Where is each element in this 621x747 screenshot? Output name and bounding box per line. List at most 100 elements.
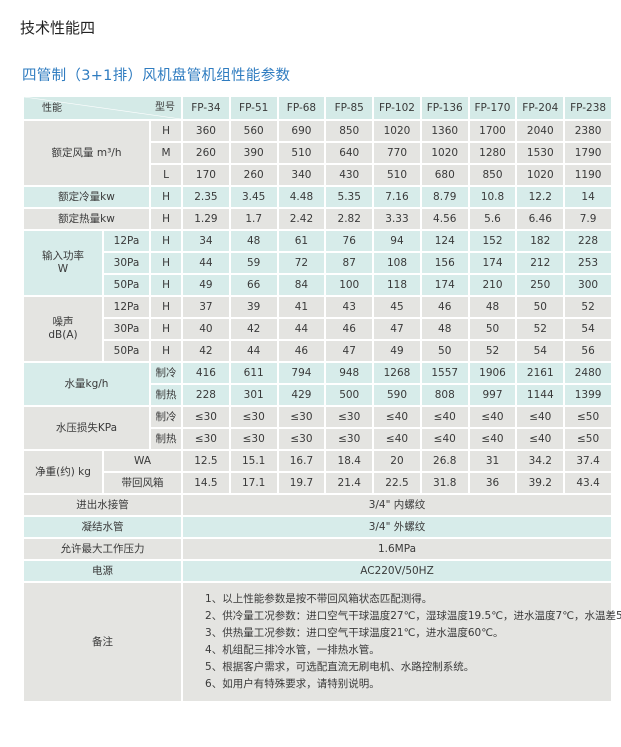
row-group-label: 额定冷量kw — [22, 185, 151, 209]
data-cell: 156 — [419, 251, 470, 275]
spec-row: 凝结水管 3/4" 外螺纹 — [21, 515, 613, 539]
page-heading: 技术性能四 — [20, 19, 96, 37]
data-cell: 948 — [324, 361, 375, 385]
data-cell: 124 — [419, 229, 470, 253]
table-row: 30Pa H 44 59 72 87 108 156 174 212 253 — [23, 251, 613, 275]
data-cell: 7.16 — [372, 185, 422, 209]
data-cell: 44 — [276, 317, 327, 341]
table-row: 额定冷量kw H 2.35 3.45 4.48 5.35 7.16 8.79 10.8 12.2 1… — [22, 185, 613, 209]
data-cell: 20 — [372, 449, 422, 473]
data-cell: 2480 — [563, 361, 613, 385]
data-cell: ≤30 — [324, 427, 375, 451]
data-cell: 37 — [181, 295, 231, 319]
note-line: 5、根据客户需求，可选配直流无刷电机、水路控制系统。 — [205, 661, 475, 673]
row-mode-label: H — [148, 317, 184, 341]
data-cell: 170 — [181, 163, 231, 187]
row-mode-label: 制热 — [148, 383, 184, 407]
data-cell: 42 — [228, 317, 279, 341]
table-row: 50Pa H 42 44 46 47 49 50 52 54 56 — [23, 339, 613, 363]
data-cell: 850 — [324, 119, 375, 143]
data-cell: 5.35 — [324, 185, 375, 209]
row-sub-label: WA — [101, 449, 184, 473]
data-cell: ≤50 — [563, 427, 613, 451]
data-cell: 56 — [563, 339, 613, 363]
data-cell: 429 — [276, 383, 327, 407]
data-cell: ≤40 — [515, 427, 566, 451]
data-cell: 174 — [419, 273, 470, 297]
row-mode-label: 制冷 — [148, 405, 184, 429]
data-cell: 500 — [324, 383, 375, 407]
data-cell: 37.4 — [563, 449, 613, 473]
note-line: 4、机组配三排冷水管，一排热水管。 — [205, 644, 380, 656]
data-cell: 1700 — [467, 119, 518, 143]
data-cell: ≤30 — [276, 405, 327, 429]
row-sub-label: 12Pa — [102, 295, 151, 319]
table-row: 额定风量 m³/h H 360 560 690 850 1020 1360 1700 2040 23… — [22, 119, 613, 187]
row-group-label: 水压损失KPa — [22, 405, 151, 451]
data-cell: 21.4 — [324, 471, 375, 495]
table-row: 制热 228 301 429 500 590 808 997 1144 1399 — [23, 383, 613, 407]
spec-label: 电源 — [21, 559, 184, 583]
data-cell: 36 — [467, 471, 518, 495]
data-cell: 49 — [181, 273, 231, 297]
data-cell: 44 — [228, 339, 279, 363]
data-cell: 76 — [324, 229, 375, 253]
data-cell: 794 — [276, 361, 327, 385]
data-cell: 31.8 — [419, 471, 470, 495]
row-group-label-line: 水压损失KPa — [55, 421, 118, 434]
data-cell: 1.29 — [181, 207, 231, 231]
row-group-label: 输入功率 W — [22, 229, 104, 297]
data-cell: 48 — [419, 317, 470, 341]
data-cell: 61 — [276, 229, 327, 253]
table-row: 制热 ≤30 ≤30 ≤30 ≤30 ≤40 ≤40 ≤40 ≤40 ≤50 — [23, 427, 613, 451]
model-header: 型号 — [155, 102, 176, 113]
data-cell: 1020 — [515, 163, 566, 187]
data-cell: 47 — [324, 339, 375, 363]
data-cell: ≤30 — [181, 427, 231, 451]
data-cell: 152 — [467, 229, 518, 253]
data-cell: 12.5 — [181, 449, 231, 473]
data-cell: 5.6 — [467, 207, 518, 231]
model-header-cell: FP-34 — [181, 95, 231, 121]
data-cell: 50 — [467, 317, 518, 341]
model-header-cell: FP-85 — [324, 95, 375, 121]
data-cell: ≤40 — [372, 427, 422, 451]
table-row: 水压损失KPa 制冷 ≤30 ≤30 ≤30 ≤30 ≤40 ≤40 ≤40 ≤40 ≤50 — [22, 405, 613, 451]
row-sub-label: 12Pa — [102, 229, 151, 253]
model-header-cell: FP-51 — [228, 95, 279, 121]
data-cell: ≤30 — [228, 427, 279, 451]
table-row: 噪声 dB(A) 12Pa H 37 39 41 43 45 46 48 50 52 — [22, 295, 613, 363]
data-cell: 210 — [467, 273, 518, 297]
data-cell: 18.4 — [324, 449, 375, 473]
data-cell: 228 — [181, 383, 231, 407]
data-cell: 50 — [515, 295, 566, 319]
data-cell: 39 — [228, 295, 279, 319]
model-header-cell: FP-204 — [515, 95, 566, 121]
row-sub-label: 30Pa — [102, 251, 151, 275]
note-line: 1、以上性能参数是按不带回风箱状态匹配测得。 — [205, 593, 433, 605]
data-cell: 690 — [276, 119, 327, 143]
data-cell: 360 — [181, 119, 231, 143]
data-cell: 1906 — [467, 361, 518, 385]
table-row: 额定热量kw H 1.29 1.7 2.42 2.82 3.33 4.56 5.6 6.46 7.9 — [22, 207, 613, 231]
data-cell: ≤30 — [324, 405, 375, 429]
spec-label: 允许最大工作压力 — [21, 537, 184, 561]
data-cell: 1268 — [372, 361, 422, 385]
data-cell: 46 — [324, 317, 375, 341]
table-row: 带回风箱 14.5 17.1 19.7 21.4 22.5 31.8 36 39.2 43.4 — [23, 471, 613, 495]
data-cell: 94 — [372, 229, 422, 253]
note-line: 2、供冷量工况参数：进口空气干球温度27℃，湿球温度19.5℃，进水温度7℃，水… — [205, 610, 621, 622]
data-cell: 52 — [563, 295, 613, 319]
row-group-label-line: 净重(约) kg — [35, 465, 91, 478]
data-cell: 1557 — [419, 361, 470, 385]
data-cell: 416 — [181, 361, 231, 385]
data-cell: 174 — [467, 251, 518, 275]
data-cell: 2161 — [515, 361, 566, 385]
notes-row: 备注 1、以上性能参数是按不带回风箱状态匹配测得。 2、供冷量工况参数：进口空气干球… — [21, 581, 621, 703]
row-sub-label: 50Pa — [102, 273, 151, 297]
data-cell: 260 — [181, 141, 231, 165]
data-cell: 118 — [372, 273, 422, 297]
table-row: 30Pa H 40 42 44 46 47 48 50 52 54 — [23, 317, 613, 341]
data-cell: 1530 — [515, 141, 566, 165]
row-mode-label: H — [148, 185, 184, 209]
